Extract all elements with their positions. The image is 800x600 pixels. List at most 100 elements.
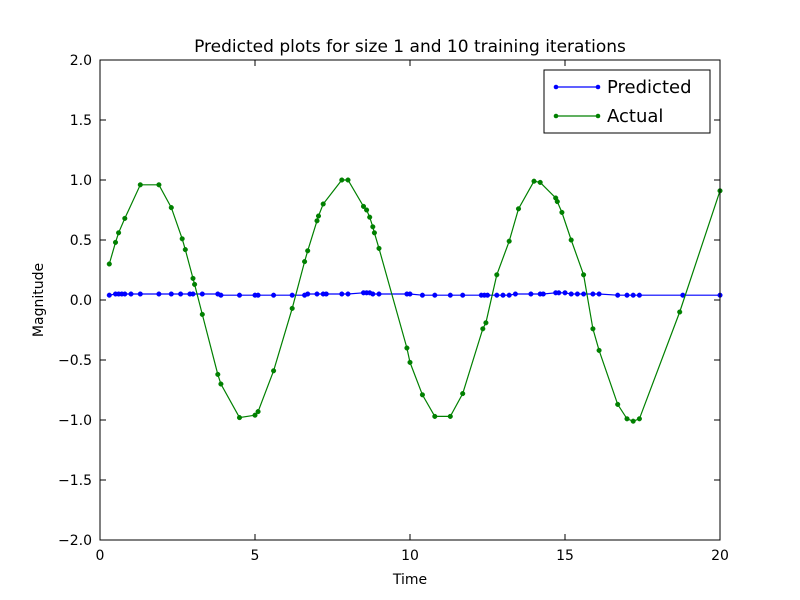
data-point-predicted	[590, 291, 596, 297]
data-point-actual	[630, 418, 636, 424]
data-point-actual	[315, 213, 322, 219]
data-point-predicted	[500, 292, 506, 298]
data-point-actual	[419, 392, 425, 398]
data-point-predicted	[323, 291, 329, 297]
y-tick-label: −0.5	[58, 353, 92, 369]
data-point-predicted	[506, 292, 512, 298]
data-point-predicted	[255, 292, 261, 298]
legend-marker-actual	[595, 113, 601, 119]
y-tick-label: −1.5	[58, 473, 92, 489]
data-point-actual	[554, 199, 560, 205]
data-point-predicted	[345, 291, 351, 297]
data-point-actual	[590, 326, 596, 332]
y-axis-label: Magnitude	[31, 263, 47, 337]
data-point-actual	[320, 201, 326, 207]
data-point-actual	[364, 207, 370, 213]
chart-title: Predicted plots for size 1 and 10 traini…	[194, 37, 626, 57]
y-tick-label: 1.0	[70, 173, 92, 189]
series-actual	[106, 177, 723, 424]
data-point-predicted	[178, 291, 184, 297]
data-point-actual	[156, 182, 162, 188]
x-tick-label: 15	[556, 548, 574, 564]
data-point-predicted	[540, 291, 546, 297]
data-point-actual	[305, 248, 311, 254]
data-point-actual	[677, 309, 683, 315]
data-point-actual	[116, 230, 122, 236]
data-point-actual	[531, 178, 537, 184]
data-point-actual	[182, 247, 188, 253]
data-point-actual	[367, 214, 373, 220]
data-point-predicted	[128, 291, 134, 297]
data-point-actual	[515, 206, 522, 212]
data-point-actual	[483, 320, 489, 326]
data-point-predicted	[630, 292, 636, 298]
data-point-predicted	[236, 292, 243, 298]
data-point-actual	[168, 205, 174, 211]
data-point-predicted	[289, 292, 295, 298]
data-point-predicted	[562, 290, 568, 296]
data-point-predicted	[137, 291, 143, 297]
data-point-actual	[360, 203, 367, 209]
series-line-actual	[108, 179, 721, 422]
data-point-actual	[122, 215, 128, 221]
data-point-predicted	[218, 292, 224, 298]
data-point-predicted	[494, 292, 500, 298]
data-point-actual	[137, 182, 143, 188]
data-point-predicted	[339, 291, 345, 297]
data-point-actual	[314, 218, 320, 224]
data-point-actual	[624, 416, 630, 422]
data-point-actual	[302, 259, 308, 265]
data-point-actual	[252, 412, 258, 418]
y-tick-label: 0.5	[70, 233, 92, 249]
data-point-actual	[506, 238, 512, 244]
data-point-predicted	[556, 290, 562, 296]
data-point-actual	[636, 416, 642, 422]
data-point-predicted	[271, 292, 277, 298]
data-point-actual	[192, 281, 198, 287]
data-point-predicted	[305, 291, 311, 297]
data-point-predicted	[574, 291, 580, 297]
data-point-predicted	[370, 291, 376, 297]
data-point-actual	[371, 230, 377, 236]
data-point-predicted	[122, 291, 128, 297]
data-point-predicted	[568, 291, 574, 297]
data-point-actual	[581, 272, 587, 278]
data-point-actual	[568, 237, 574, 243]
data-point-predicted	[484, 292, 491, 298]
plot-frame	[99, 59, 721, 541]
data-point-predicted	[376, 291, 382, 297]
x-tick-label: 10	[401, 548, 419, 564]
data-point-actual	[271, 368, 277, 374]
data-point-actual	[339, 177, 345, 183]
data-point-actual	[596, 347, 602, 353]
y-tick-label: −2.0	[58, 533, 92, 549]
x-tick-label: 5	[251, 548, 260, 564]
y-tick-label: −1.0	[58, 413, 92, 429]
data-point-predicted	[106, 292, 112, 298]
legend-marker-predicted	[553, 84, 559, 90]
data-point-actual	[404, 345, 410, 351]
data-point-actual	[460, 391, 466, 397]
data-point-predicted	[460, 292, 466, 298]
data-point-actual	[236, 415, 243, 421]
data-point-actual	[106, 261, 112, 267]
data-point-predicted	[447, 292, 453, 298]
data-point-predicted	[581, 291, 587, 297]
data-point-predicted	[190, 291, 196, 297]
legend-box	[543, 69, 711, 134]
data-point-actual	[255, 409, 261, 415]
data-point-predicted	[615, 292, 621, 298]
data-point-actual	[615, 401, 621, 407]
legend-label-predicted: Predicted	[607, 77, 692, 98]
data-point-predicted	[407, 291, 413, 297]
data-point-predicted	[314, 291, 320, 297]
data-point-predicted	[596, 291, 602, 297]
legend-label-actual: Actual	[607, 106, 663, 127]
ticks-layer: 0 5 10 15 20 −2.0 −1.5 −1.0 −0.5 0.0 0.5 1.0 1.5 2.0	[58, 53, 729, 564]
data-point-actual	[179, 236, 185, 242]
data-point-actual	[190, 275, 196, 281]
y-tick-label: 1.5	[70, 113, 92, 129]
series-predicted	[106, 290, 723, 298]
